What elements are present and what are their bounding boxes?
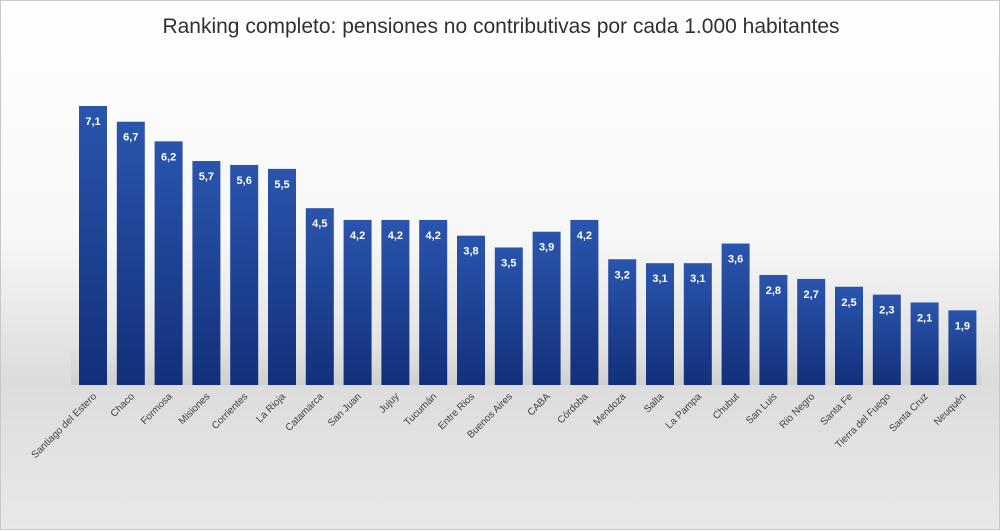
- bar: [230, 164, 259, 385]
- category-label: San Luis: [744, 391, 779, 426]
- category-label: Misiones: [177, 391, 213, 427]
- bar: [872, 294, 901, 385]
- bar-value-label: 3,1: [690, 273, 705, 285]
- bar: [835, 286, 863, 385]
- bar-value-label: 2,3: [879, 305, 894, 317]
- bar: [268, 168, 296, 385]
- bar-value-label: 3,2: [615, 269, 630, 281]
- bar-value-label: 6,7: [123, 132, 138, 144]
- category-label: La Pampa: [664, 391, 704, 431]
- bar: [570, 219, 599, 385]
- bar-value-label: 2,1: [917, 312, 932, 324]
- bar: [910, 302, 939, 385]
- bar: [79, 106, 107, 385]
- bar-value-label: 3,9: [539, 242, 554, 254]
- category-label: Santa Cruz: [888, 391, 931, 434]
- bar: [192, 161, 221, 385]
- bar-value-label: 2,8: [766, 285, 781, 297]
- bar-value-label: 6,2: [161, 151, 176, 163]
- category-label: Corrientes: [210, 391, 250, 431]
- category-label: Chubut: [711, 391, 742, 422]
- category-label: Jujuy: [377, 391, 401, 415]
- category-label: La Rioja: [254, 391, 288, 425]
- bar: [721, 243, 750, 385]
- bar-value-label: 5,6: [237, 175, 252, 187]
- category-label: Salta: [642, 391, 666, 415]
- bar-value-label: 5,7: [199, 171, 214, 183]
- bar-value-label: 3,6: [728, 254, 743, 266]
- category-label: Catamarca: [284, 391, 327, 434]
- chart-title: Ranking completo: pensiones no contribut…: [162, 15, 840, 38]
- bar-value-label: 5,5: [274, 179, 289, 191]
- category-label: Neuquén: [932, 391, 968, 427]
- bar: [608, 259, 637, 385]
- bar: [494, 247, 523, 385]
- bar: [305, 208, 334, 385]
- bar-value-label: 2,7: [804, 289, 819, 301]
- bar-value-label: 2,5: [841, 297, 856, 309]
- bar-value-label: 7,1: [85, 116, 100, 128]
- category-label: Mendoza: [591, 391, 628, 428]
- bar-value-label: 4,2: [426, 230, 441, 242]
- bar: [797, 278, 826, 385]
- bar: [532, 231, 561, 385]
- bar: [948, 310, 977, 385]
- bar-value-label: 1,9: [955, 320, 970, 332]
- bar: [343, 219, 372, 385]
- bar: [419, 219, 448, 385]
- category-label: Santa Fe: [819, 391, 856, 428]
- bar: [116, 121, 145, 385]
- category-label: CABA: [526, 391, 553, 418]
- bar-value-label: 3,1: [652, 273, 667, 285]
- category-label: Santiago del Estero: [30, 391, 100, 461]
- bar-value-label: 4,2: [388, 230, 403, 242]
- bar: [154, 141, 183, 385]
- bar-value-label: 4,5: [312, 218, 327, 230]
- floor-shadow: [71, 345, 981, 385]
- category-label: Entre Rios: [436, 391, 477, 432]
- category-label: Tucumán: [402, 391, 439, 428]
- bar-value-label: 3,8: [463, 246, 478, 258]
- bar: [381, 219, 410, 385]
- bar-value-label: 4,2: [350, 230, 365, 242]
- bar: [683, 263, 712, 385]
- bar: [457, 235, 485, 385]
- category-label: San Juan: [326, 391, 364, 429]
- category-label: Córdoba: [556, 391, 591, 426]
- category-label: Chaco: [109, 391, 138, 420]
- bar: [759, 274, 788, 385]
- category-label: Formosa: [139, 391, 175, 427]
- bar-value-label: 4,2: [577, 230, 592, 242]
- bar-value-label: 3,5: [501, 257, 516, 269]
- category-label: Rio Negro: [778, 391, 818, 431]
- bar: [646, 263, 674, 385]
